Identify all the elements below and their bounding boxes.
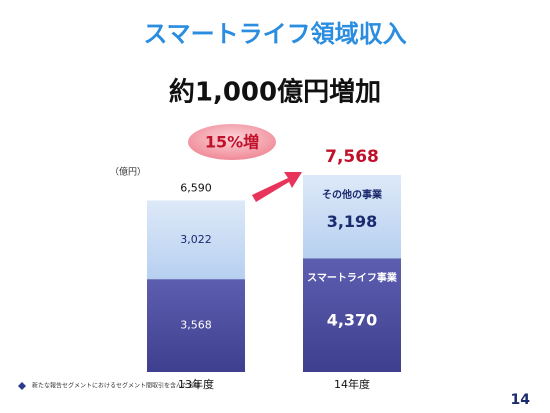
bullet <box>18 382 26 390</box>
value-label: 3,198 <box>327 212 378 231</box>
bar-segment <box>303 175 401 259</box>
chart-title: スマートライフ領域収入 <box>143 20 406 48</box>
bar-segment <box>303 258 401 372</box>
arrow <box>252 172 302 202</box>
total-label: 7,568 <box>325 147 379 167</box>
total-label: 6,590 <box>180 181 212 194</box>
footnote: 新たな報告セグメントにおけるセグメント間取引を含んだ金額 <box>32 382 200 390</box>
page-number: 14 <box>511 392 531 408</box>
unit-label: （億円） <box>110 166 146 178</box>
badge <box>188 124 276 160</box>
x-tick-label: 13年度 <box>178 377 214 391</box>
value-label: 3,568 <box>180 319 212 332</box>
value-label: 3,022 <box>180 233 212 246</box>
chart-subtitle: 約1,000億円増加 <box>169 77 381 108</box>
value-label: 4,370 <box>327 311 378 330</box>
segment-name: その他の事業 <box>322 188 383 201</box>
bar-segment <box>147 279 245 372</box>
bar-segment <box>147 200 245 280</box>
x-tick-label: 14年度 <box>334 377 370 391</box>
annotation: 15%増 <box>205 133 259 152</box>
segment-name: スマートライフ事業 <box>307 271 398 284</box>
